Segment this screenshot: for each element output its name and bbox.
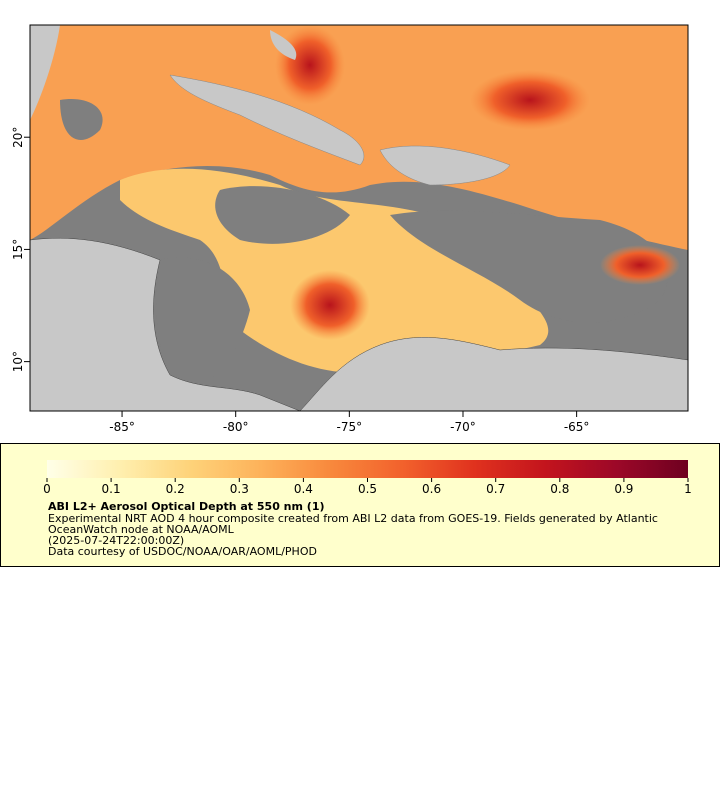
y-tick-label: 10° xyxy=(11,351,25,372)
legend-line: Data courtesy of USDOC/NOAA/OAR/AOML/PHO… xyxy=(48,545,317,558)
land xyxy=(30,25,60,120)
colorbar-tick-label: 0.6 xyxy=(422,482,441,496)
y-tick-label: 20° xyxy=(11,127,25,148)
sea-patch xyxy=(156,257,250,390)
legend-line: OceanWatch node at NOAA/AOML xyxy=(48,523,235,536)
sea-patch xyxy=(60,99,103,140)
sea-patch xyxy=(215,186,350,244)
aerosol-peak xyxy=(470,70,590,130)
x-tick-label: -80° xyxy=(223,420,249,434)
aerosol-peak xyxy=(275,25,345,105)
legend-line: Experimental NRT AOD 4 hour composite cr… xyxy=(48,512,658,525)
legend-line: (2025-07-24T22:00:00Z) xyxy=(48,534,184,547)
sea-patch xyxy=(390,210,668,323)
colorbar xyxy=(47,460,688,478)
land xyxy=(169,74,365,166)
land xyxy=(270,30,297,60)
aerosol-peak xyxy=(290,270,370,340)
map-frame xyxy=(29,24,689,412)
colorbar-tick-label: 0.8 xyxy=(550,482,569,496)
land xyxy=(379,145,511,186)
colorbar-tick-label: 0.4 xyxy=(294,482,313,496)
colorbar-tick-label: 0.5 xyxy=(358,482,377,496)
colorbar-tick-label: 0 xyxy=(43,482,51,496)
aerosol-peak xyxy=(600,245,680,285)
y-tick-label: 15° xyxy=(11,239,25,260)
legend-title: ABI L2+ Aerosol Optical Depth at 550 nm … xyxy=(48,500,325,513)
colorbar-tick-label: 0.1 xyxy=(102,482,121,496)
colorbar-tick-label: 1 xyxy=(684,482,692,496)
colorbar-tick-label: 0.3 xyxy=(230,482,249,496)
colorbar-tick-label: 0.9 xyxy=(614,482,633,496)
land xyxy=(299,337,688,411)
x-tick-label: -75° xyxy=(337,420,363,434)
land xyxy=(30,237,301,411)
x-tick-label: -85° xyxy=(109,420,135,434)
x-tick-label: -65° xyxy=(564,420,590,434)
x-tick-label: -70° xyxy=(450,420,476,434)
colorbar-tick-label: 0.2 xyxy=(166,482,185,496)
colorbar-tick-label: 0.7 xyxy=(486,482,505,496)
map xyxy=(30,25,688,411)
